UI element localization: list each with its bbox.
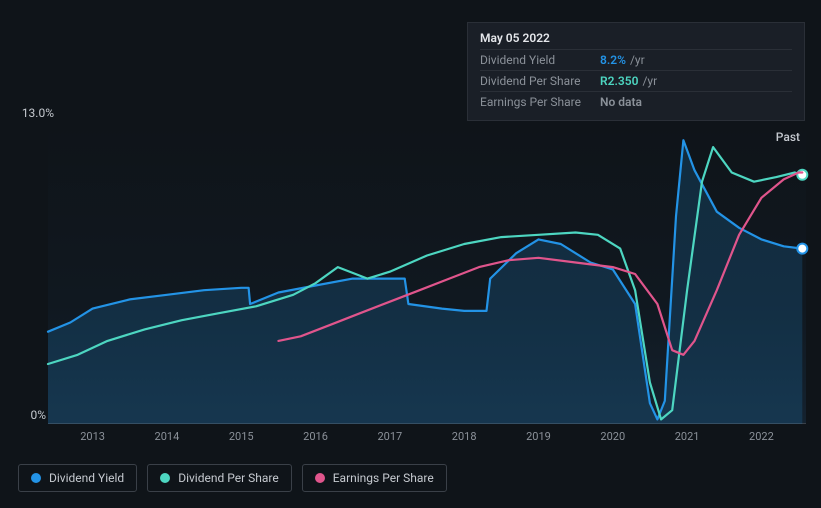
tooltip-date: May 05 2022 xyxy=(480,31,792,49)
y-axis-top-label: 13.0% xyxy=(14,106,54,120)
tooltip-row: Dividend Yield8.2% /yr xyxy=(480,49,792,70)
legend-item[interactable]: Dividend Yield xyxy=(18,464,137,492)
x-tick: 2017 xyxy=(377,430,402,443)
legend-dot-icon xyxy=(315,473,325,483)
tooltip-row-unit: /yr xyxy=(642,74,657,88)
x-tick: 2013 xyxy=(80,430,105,443)
x-tick: 2014 xyxy=(155,430,180,443)
legend-label: Dividend Per Share xyxy=(178,471,279,485)
y-axis-bottom-label: 0% xyxy=(24,408,46,422)
x-tick: 2016 xyxy=(303,430,328,443)
legend-label: Earnings Per Share xyxy=(333,471,434,485)
x-tick: 2020 xyxy=(600,430,625,443)
tooltip-row-value: No data xyxy=(600,95,642,109)
tooltip-row-label: Dividend Per Share xyxy=(480,74,600,88)
legend-dot-icon xyxy=(160,473,170,483)
x-tick: 2018 xyxy=(452,430,477,443)
tooltip-row-unit: /yr xyxy=(630,53,645,67)
tooltip-row-value: 8.2% xyxy=(600,53,626,67)
x-tick: 2015 xyxy=(229,430,254,443)
series-end-marker xyxy=(797,170,807,180)
legend-item[interactable]: Earnings Per Share xyxy=(302,464,447,492)
legend-item[interactable]: Dividend Per Share xyxy=(147,464,292,492)
past-label: Past xyxy=(776,130,800,144)
x-tick: 2021 xyxy=(675,430,700,443)
legend-dot-icon xyxy=(31,473,41,483)
tooltip-row-value: R2.350 xyxy=(600,74,638,88)
plot-area[interactable] xyxy=(48,124,806,424)
x-tick: 2019 xyxy=(526,430,551,443)
tooltip-row: Dividend Per ShareR2.350/yr xyxy=(480,70,792,91)
legend-label: Dividend Yield xyxy=(49,471,124,485)
series-end-marker xyxy=(797,244,807,254)
legend: Dividend Yield Dividend Per Share Earnings… xyxy=(18,464,447,492)
chart-area: 13.0% 0% Past 20132014201520162017201820… xyxy=(18,108,806,448)
tooltip-panel: May 05 2022 Dividend Yield8.2%/yrDividen… xyxy=(467,22,805,121)
x-tick: 2022 xyxy=(749,430,774,443)
tooltip-row-label: Dividend Yield xyxy=(480,53,600,67)
tooltip-row-label: Earnings Per Share xyxy=(480,95,600,109)
